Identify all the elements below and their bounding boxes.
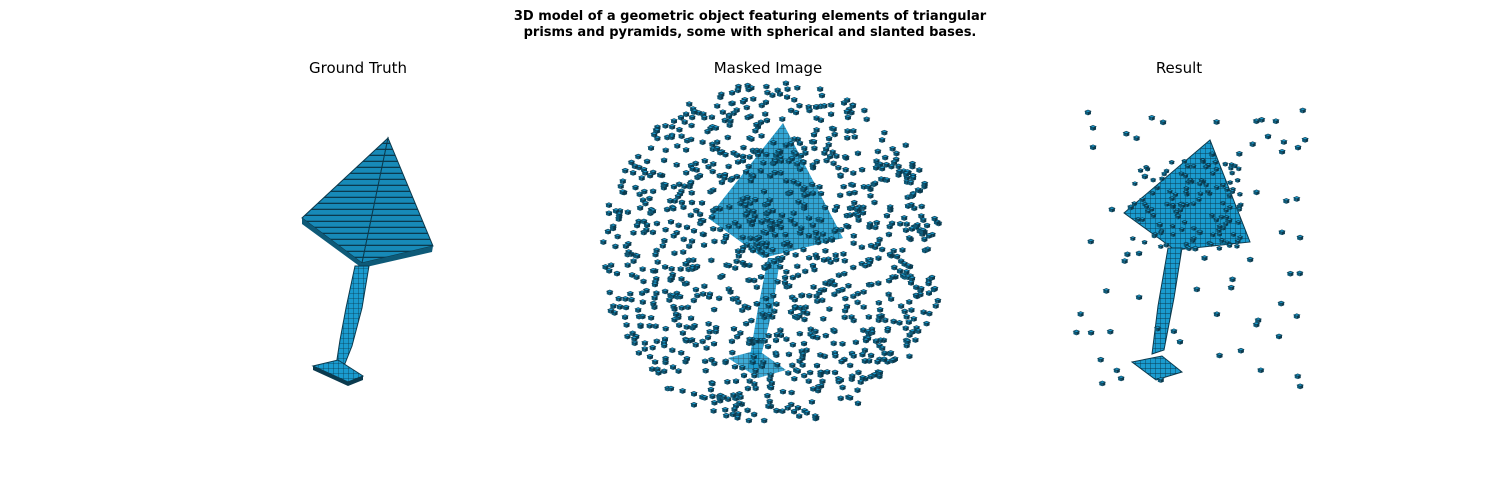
suptitle-line-1: 3D model of a geometric object featuring…: [513, 9, 987, 24]
panel-title-masked-image: Masked Image: [713, 59, 823, 77]
lamp-shaft: [335, 265, 370, 367]
result-voxel-render: [1072, 107, 1309, 390]
masked-voxel-scatter: [599, 80, 943, 424]
suptitle-line-2: prisms and pyramids, some with spherical…: [523, 25, 977, 40]
ground-truth-panel: [258, 78, 458, 428]
panel-title-ground-truth: Ground Truth: [309, 59, 407, 77]
masked-base-shape: [728, 350, 786, 378]
result-panel: [1060, 78, 1320, 428]
result-voxel-scatter: [1072, 107, 1309, 390]
result-shaft-shape: [1151, 247, 1183, 355]
lamp-base-side: [313, 366, 363, 386]
panel-title-result: Result: [1155, 59, 1203, 77]
pyramid-base-edge: [302, 218, 433, 268]
masked-image-panel: [598, 78, 943, 428]
masked-image-voxel-render: [599, 80, 943, 424]
ground-truth-voxel-render: [301, 136, 434, 386]
figure-suptitle: 3D model of a geometric object featuring…: [0, 9, 1500, 41]
result-base-shape: [1130, 355, 1184, 381]
masked-pyramid-shape: [708, 123, 843, 258]
